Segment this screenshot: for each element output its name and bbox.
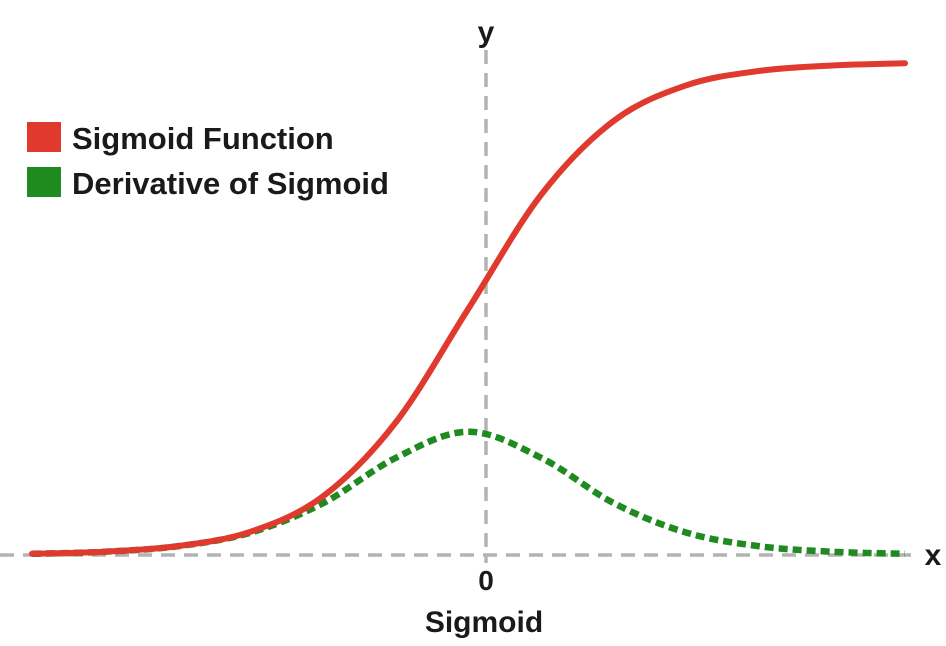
legend-swatch-sigmoid [27,122,61,152]
y-axis-label: y [478,16,495,49]
axes [0,50,915,563]
plot-area [29,60,908,558]
x-axis-label: x [925,539,942,572]
sigmoid-function-line [29,60,908,557]
derivative-of-sigmoid-line [31,428,906,558]
legend-label-derivative: Derivative of Sigmoid [72,166,389,201]
x-tick-label-zero: 0 [478,565,494,596]
chart-title: Sigmoid [425,606,543,639]
legend: Sigmoid Function Derivative of Sigmoid [27,121,389,201]
legend-label-sigmoid: Sigmoid Function [72,121,334,156]
legend-swatch-derivative [27,167,61,197]
